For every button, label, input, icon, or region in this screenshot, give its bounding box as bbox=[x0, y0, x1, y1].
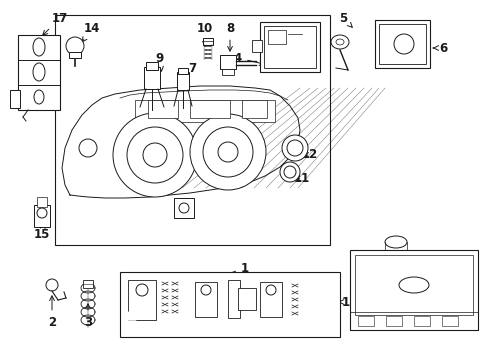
Bar bbox=[120, 272, 339, 337]
Circle shape bbox=[79, 139, 97, 157]
Text: 14: 14 bbox=[82, 22, 100, 42]
Bar bbox=[195, 282, 217, 317]
Text: 1: 1 bbox=[213, 261, 248, 279]
Bar bbox=[267, 30, 285, 44]
Text: 9: 9 bbox=[156, 51, 164, 71]
Text: 17: 17 bbox=[42, 12, 68, 35]
Circle shape bbox=[190, 114, 265, 190]
Circle shape bbox=[37, 208, 47, 218]
Circle shape bbox=[179, 203, 189, 213]
Text: 3: 3 bbox=[84, 304, 92, 328]
Text: 2: 2 bbox=[48, 296, 56, 328]
Polygon shape bbox=[128, 312, 136, 320]
Bar bbox=[413, 316, 429, 326]
Ellipse shape bbox=[33, 38, 45, 56]
Bar bbox=[251, 40, 262, 52]
Bar bbox=[69, 52, 81, 58]
Bar bbox=[135, 100, 274, 122]
Bar bbox=[222, 69, 234, 75]
Bar bbox=[190, 100, 229, 118]
Bar bbox=[441, 316, 457, 326]
Circle shape bbox=[66, 37, 84, 55]
Bar bbox=[143, 67, 160, 89]
Bar bbox=[264, 26, 315, 68]
Bar bbox=[238, 288, 256, 310]
Ellipse shape bbox=[33, 63, 45, 81]
Circle shape bbox=[127, 127, 183, 183]
Circle shape bbox=[46, 279, 58, 291]
Polygon shape bbox=[62, 86, 299, 198]
Circle shape bbox=[218, 142, 238, 162]
Circle shape bbox=[393, 34, 413, 54]
Text: 15: 15 bbox=[34, 223, 50, 242]
Bar bbox=[10, 90, 20, 108]
Ellipse shape bbox=[335, 39, 343, 45]
Bar bbox=[374, 20, 429, 68]
Ellipse shape bbox=[34, 90, 44, 104]
Circle shape bbox=[201, 285, 210, 295]
Bar bbox=[146, 62, 158, 70]
Text: 16: 16 bbox=[440, 274, 462, 287]
Text: 10: 10 bbox=[197, 22, 213, 46]
Bar bbox=[83, 280, 93, 288]
Bar bbox=[349, 312, 477, 330]
Bar bbox=[148, 100, 178, 118]
Bar bbox=[354, 255, 472, 315]
Ellipse shape bbox=[330, 35, 348, 49]
Text: 8: 8 bbox=[225, 22, 234, 51]
Bar bbox=[357, 316, 373, 326]
Bar bbox=[227, 280, 240, 318]
Bar bbox=[174, 198, 194, 218]
Circle shape bbox=[286, 140, 303, 156]
Text: 5: 5 bbox=[338, 12, 351, 27]
Bar bbox=[177, 72, 189, 90]
Bar bbox=[260, 282, 282, 317]
Circle shape bbox=[265, 285, 275, 295]
Text: 4: 4 bbox=[233, 51, 264, 66]
Bar bbox=[34, 205, 50, 227]
Bar bbox=[385, 316, 401, 326]
Circle shape bbox=[113, 113, 197, 197]
Bar bbox=[242, 100, 266, 118]
Bar bbox=[349, 250, 477, 330]
Text: 6: 6 bbox=[432, 41, 446, 54]
Circle shape bbox=[136, 284, 148, 296]
Text: 11: 11 bbox=[293, 171, 309, 184]
Bar bbox=[37, 197, 47, 207]
Bar bbox=[55, 15, 329, 245]
Text: 12: 12 bbox=[301, 148, 318, 162]
Bar bbox=[18, 35, 60, 110]
Text: 7: 7 bbox=[183, 62, 196, 79]
Ellipse shape bbox=[398, 277, 428, 293]
Circle shape bbox=[282, 135, 307, 161]
Bar bbox=[260, 22, 319, 72]
Bar bbox=[220, 55, 236, 69]
Ellipse shape bbox=[384, 236, 406, 248]
Bar bbox=[128, 280, 156, 320]
Bar bbox=[378, 24, 425, 64]
Circle shape bbox=[284, 166, 295, 178]
Text: 13: 13 bbox=[338, 296, 357, 309]
Bar bbox=[178, 68, 187, 74]
Bar bbox=[203, 38, 213, 45]
Circle shape bbox=[142, 143, 167, 167]
Circle shape bbox=[203, 127, 252, 177]
Circle shape bbox=[280, 162, 299, 182]
